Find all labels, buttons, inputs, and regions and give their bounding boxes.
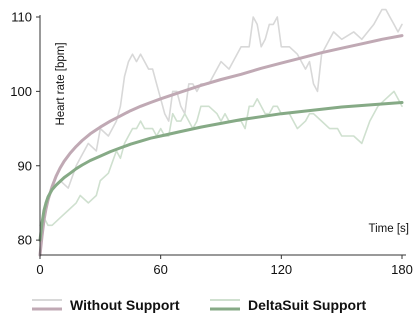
x-tick-label: 0 (36, 262, 43, 277)
deltasuit-support-raw-line (39, 90, 403, 227)
x-axis-label: Time [s] (369, 223, 409, 235)
y-axis-label: Heart rate [bpm] (55, 42, 67, 125)
x-tick-label: 60 (153, 262, 167, 277)
legend-label: Without Support (70, 297, 180, 313)
legend-item: Without Support (32, 297, 180, 313)
series-layer (38, 8, 404, 257)
legend-item: DeltaSuit Support (210, 297, 367, 313)
x-tick-label: 120 (270, 262, 292, 277)
y-tick-label: 90 (18, 158, 32, 173)
y-tick-label: 100 (10, 84, 32, 99)
axes-layer: 80 90 100 110 0 60 120 180 (10, 10, 413, 278)
legend-label: DeltaSuit Support (248, 297, 367, 313)
legend: Without Support DeltaSuit Support (32, 297, 367, 313)
y-tick-label: 80 (18, 233, 32, 248)
without-support-fit-line (38, 34, 404, 257)
x-tick-label: 180 (391, 262, 413, 277)
y-tick-label: 110 (11, 10, 32, 25)
deltasuit-support-fit-line (38, 101, 404, 242)
